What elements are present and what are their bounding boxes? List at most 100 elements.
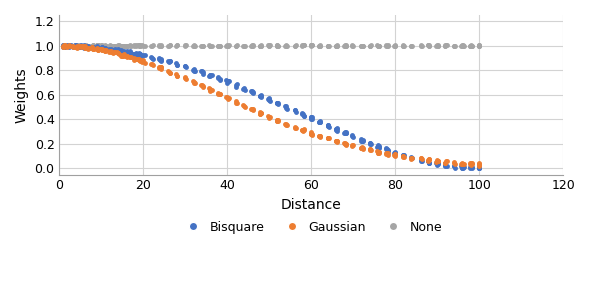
Point [231, 83, 241, 88]
Point [224, 79, 233, 83]
Point [340, 130, 350, 135]
Point [457, 164, 466, 169]
Point [315, 120, 324, 124]
Point [84, 45, 94, 50]
Point [467, 44, 477, 49]
Point [117, 44, 126, 49]
Point [213, 43, 222, 48]
Point [341, 142, 350, 146]
Point [416, 159, 425, 164]
Point [424, 157, 434, 162]
Point [123, 44, 132, 48]
Point [79, 45, 88, 50]
Point [383, 43, 392, 48]
Point [154, 44, 163, 48]
Point [291, 44, 300, 49]
Point [474, 161, 483, 166]
Point [165, 70, 175, 75]
Point [180, 75, 189, 80]
Point [181, 64, 191, 69]
Point [136, 43, 145, 48]
Point [365, 147, 374, 152]
Point [365, 43, 374, 48]
Point [75, 44, 84, 49]
Point [298, 44, 307, 48]
Point [172, 63, 182, 68]
Point [224, 43, 233, 48]
Point [90, 44, 99, 48]
Point [60, 44, 69, 49]
Point [125, 49, 135, 54]
Point [84, 45, 93, 50]
Point [134, 52, 143, 57]
Point [266, 98, 275, 103]
Point [88, 43, 97, 48]
Point [137, 60, 147, 64]
Point [96, 47, 106, 52]
Point [306, 43, 316, 48]
Point [383, 152, 392, 157]
Point [205, 43, 214, 48]
Point [467, 165, 477, 170]
Point [407, 44, 416, 48]
Point [299, 127, 309, 132]
Point [248, 107, 258, 112]
Point [232, 84, 241, 89]
Point [214, 76, 223, 81]
Point [281, 44, 291, 48]
Point [381, 146, 391, 151]
Point [465, 44, 474, 49]
Point [110, 47, 120, 52]
Point [273, 101, 282, 106]
Point [222, 44, 231, 48]
Point [68, 44, 77, 49]
Point [307, 115, 317, 120]
Point [324, 44, 333, 49]
Point [121, 53, 130, 58]
Point [375, 149, 384, 154]
Point [399, 154, 408, 158]
Point [383, 146, 392, 151]
Point [399, 44, 408, 49]
Point [248, 107, 257, 112]
Point [332, 128, 342, 133]
Point [205, 86, 214, 91]
Point [457, 166, 467, 171]
Point [291, 125, 300, 130]
Point [231, 99, 241, 103]
Point [207, 88, 217, 93]
Point [383, 150, 392, 155]
Point [135, 57, 144, 62]
Point [466, 161, 476, 166]
Point [331, 44, 340, 49]
Point [117, 44, 127, 49]
Point [256, 111, 266, 116]
Point [180, 76, 189, 80]
Point [299, 43, 308, 48]
Point [189, 67, 199, 71]
Point [100, 46, 110, 51]
Point [71, 45, 80, 50]
Point [130, 51, 139, 56]
Point [98, 47, 107, 52]
Point [324, 136, 333, 140]
Point [140, 60, 149, 65]
Point [62, 43, 71, 48]
Point [172, 63, 181, 68]
Point [64, 44, 73, 49]
Point [423, 43, 432, 48]
Point [59, 44, 68, 48]
Point [340, 130, 350, 135]
Point [71, 43, 80, 48]
Point [348, 134, 357, 139]
Point [434, 159, 443, 164]
Point [356, 43, 366, 48]
Point [365, 147, 375, 152]
Point [73, 45, 82, 50]
Point [207, 72, 217, 77]
Point [206, 87, 215, 92]
Point [121, 49, 130, 54]
Point [255, 94, 265, 99]
Point [442, 164, 451, 168]
Point [62, 44, 71, 49]
